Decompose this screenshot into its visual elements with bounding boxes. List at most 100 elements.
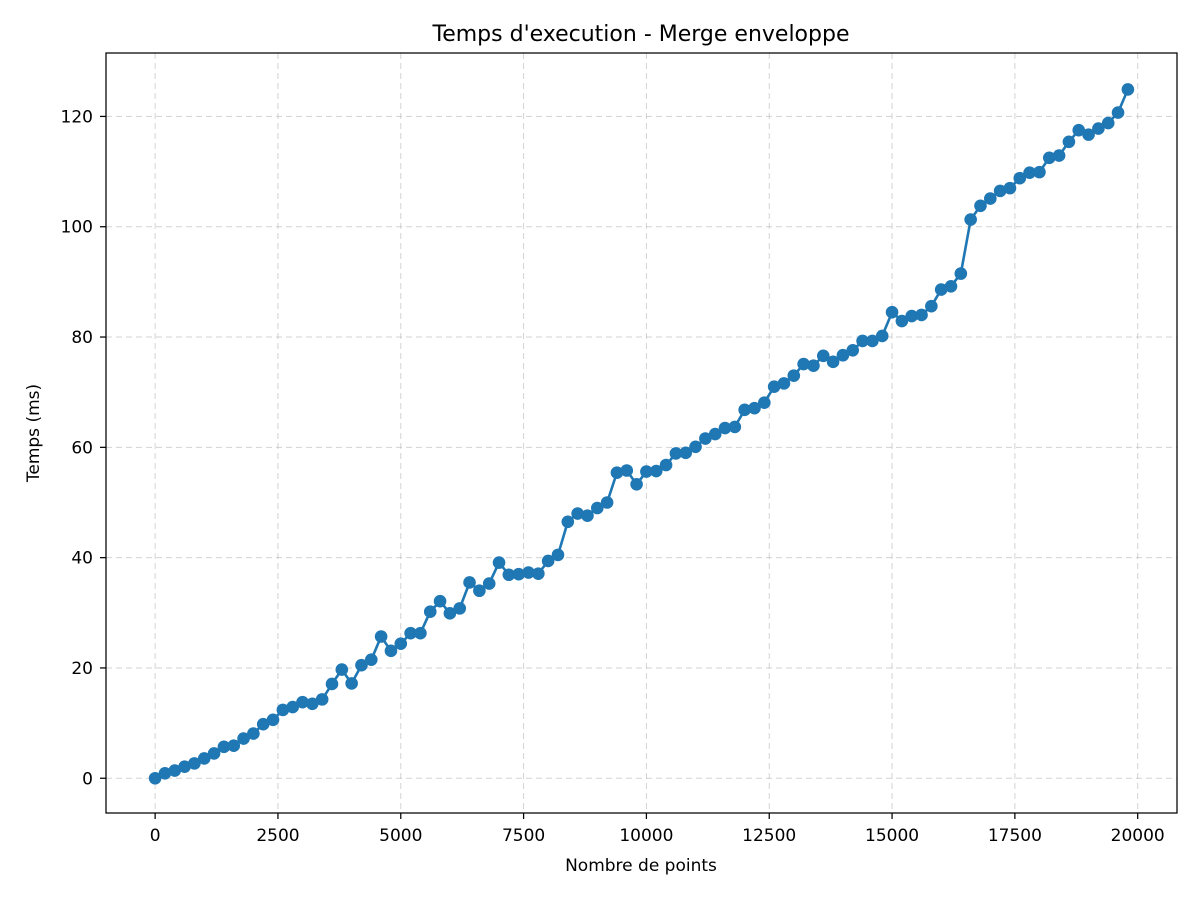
- data-point: [787, 369, 801, 382]
- data-point: [345, 677, 358, 690]
- data-point: [335, 663, 349, 676]
- data-point: [571, 507, 584, 520]
- data-point: [561, 515, 575, 529]
- data-point: [836, 348, 850, 362]
- data-point: [237, 732, 250, 745]
- x-tick-label: 5000: [379, 826, 422, 846]
- data-point: [885, 305, 899, 319]
- data-point: [620, 464, 634, 477]
- data-point: [463, 576, 476, 589]
- data-point: [522, 566, 535, 579]
- data-point: [148, 771, 162, 785]
- series-line: [154, 88, 1130, 780]
- data-point: [286, 700, 299, 714]
- data-point: [659, 458, 673, 472]
- x-tick-label: 12500: [742, 826, 796, 846]
- data-point: [296, 695, 309, 709]
- data-point: [826, 355, 840, 369]
- data-point: [993, 184, 1007, 198]
- data-point: [1033, 165, 1046, 179]
- chart-title: Temps d'execution - Merge enveloppe: [432, 22, 850, 47]
- data-point: [610, 466, 624, 480]
- data-point: [502, 568, 516, 582]
- data-point: [905, 309, 919, 323]
- data-point: [473, 584, 486, 598]
- y-tick-label: 60: [71, 438, 93, 458]
- data-point: [276, 703, 290, 717]
- data-point: [384, 644, 398, 658]
- data-point: [492, 556, 506, 569]
- data-point: [1082, 128, 1095, 141]
- y-tick-label: 80: [71, 328, 93, 348]
- y-tick-label: 0: [82, 769, 93, 789]
- data-point: [807, 359, 820, 373]
- data-point: [866, 334, 879, 348]
- data-point: [915, 308, 928, 322]
- data-point: [168, 764, 182, 777]
- series: [148, 83, 1135, 785]
- data-point: [482, 577, 496, 590]
- data-point: [374, 630, 388, 643]
- data-point: [1013, 171, 1027, 185]
- data-point: [748, 401, 761, 415]
- data-point: [551, 548, 565, 562]
- data-point: [532, 567, 545, 580]
- data-point: [404, 626, 417, 640]
- data-point: [414, 626, 427, 640]
- data-point: [266, 713, 280, 727]
- data-point: [433, 594, 447, 608]
- data-point: [934, 283, 948, 296]
- data-point: [718, 421, 732, 435]
- data-point: [355, 658, 368, 672]
- data-point: [512, 567, 525, 581]
- data-point: [708, 427, 722, 441]
- y-axis-label: Temps (ms): [24, 384, 44, 483]
- data-point: [974, 199, 987, 213]
- plot-frame: [105, 52, 1178, 814]
- data-point: [590, 501, 604, 515]
- data-point: [1072, 123, 1086, 137]
- data-point: [630, 477, 643, 491]
- data-point: [816, 349, 830, 363]
- data-point: [600, 496, 614, 509]
- x-tick-label: 7500: [502, 826, 545, 846]
- y-tick-label: 100: [61, 218, 93, 238]
- y-tick-label: 20: [71, 659, 93, 679]
- data-point: [453, 602, 467, 615]
- data-point: [954, 267, 968, 280]
- data-point: [443, 607, 457, 620]
- data-point: [1062, 135, 1076, 149]
- data-point: [846, 343, 860, 357]
- data-point: [197, 752, 211, 765]
- x-tick-label: 10000: [619, 826, 673, 846]
- data-point: [758, 396, 771, 409]
- data-point: [306, 697, 319, 711]
- data-point: [581, 509, 594, 523]
- data-point: [669, 447, 683, 460]
- data-point: [1111, 106, 1125, 119]
- data-point: [188, 757, 201, 770]
- data-point: [315, 693, 329, 706]
- data-point: [247, 727, 260, 740]
- data-point: [1101, 116, 1115, 130]
- data-point: [728, 420, 742, 434]
- data-point: [227, 739, 241, 753]
- data-point: [679, 446, 693, 460]
- y-tick-label: 40: [71, 549, 93, 569]
- x-axis-label: Nombre de points: [565, 856, 717, 876]
- x-tick-label: 17500: [988, 826, 1042, 846]
- data-point: [541, 554, 555, 568]
- data-point: [689, 440, 702, 454]
- data-point: [1052, 149, 1066, 162]
- data-point: [699, 432, 712, 445]
- data-point: [797, 357, 810, 371]
- grid: [106, 53, 1177, 813]
- x-tick-label: 15000: [865, 826, 919, 846]
- data-point: [364, 653, 378, 666]
- data-point: [178, 760, 191, 773]
- data-point: [1121, 83, 1135, 96]
- data-point: [423, 605, 437, 618]
- data-point: [217, 740, 231, 754]
- data-point: [738, 403, 751, 417]
